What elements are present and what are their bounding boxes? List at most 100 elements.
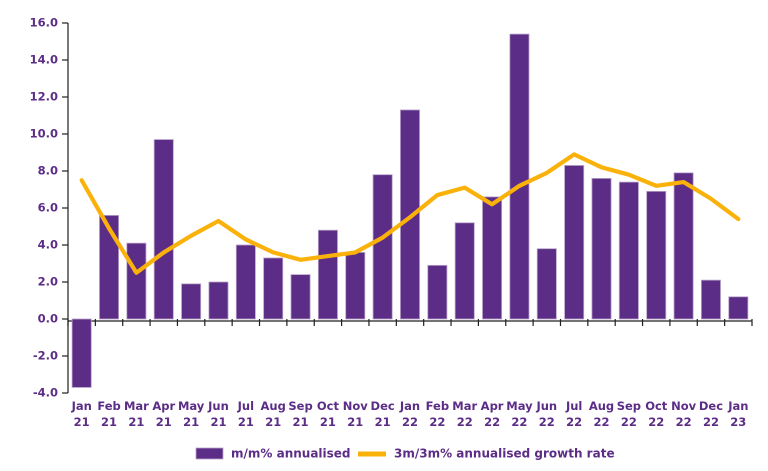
x-tick-month-label: Nov <box>343 399 369 413</box>
bar-apr-21[interactable] <box>153 139 174 320</box>
x-tick-year-label: 22 <box>457 415 473 429</box>
bar-jun-22[interactable] <box>536 248 557 320</box>
x-tick-label-group: Oct 21 <box>317 399 340 429</box>
x-tick-month-label: Apr <box>152 399 175 413</box>
y-tick-label: 6.0 <box>38 201 58 215</box>
x-tick-month-label: Nov <box>671 399 697 413</box>
bar-mar-22[interactable] <box>454 222 475 320</box>
x-tick-month-label: Jan <box>399 399 420 413</box>
bar-apr-22[interactable] <box>482 196 503 320</box>
x-tick-month-label: May <box>178 399 205 413</box>
bar-feb-21[interactable] <box>99 214 120 320</box>
x-tick-label-group: Dec 21 <box>371 399 395 429</box>
x-tick-month-label: Jun <box>535 399 557 413</box>
x-tick-year-label: 21 <box>210 415 226 429</box>
x-tick-label-group: Oct 22 <box>645 399 668 429</box>
y-tick-label: 2.0 <box>38 275 58 289</box>
x-tick-month-label: Mar <box>452 399 477 413</box>
bar-dec-21[interactable] <box>372 174 393 320</box>
y-tick-label: -2.0 <box>33 349 58 363</box>
x-tick-month-label: Feb <box>97 399 120 413</box>
x-tick-year-label: 22 <box>594 415 610 429</box>
bar-aug-22[interactable] <box>591 177 612 320</box>
bar-jan-21[interactable] <box>71 318 92 388</box>
x-tick-label-group: Jun 21 <box>207 399 229 429</box>
x-tick-month-label: Jun <box>207 399 229 413</box>
y-tick-label: 12.0 <box>30 90 58 104</box>
x-tick-month-label: Dec <box>371 399 395 413</box>
x-tick-label-group: Jun 22 <box>535 399 557 429</box>
bar-jan-23[interactable] <box>728 296 749 320</box>
x-tick-year-label: 21 <box>156 415 172 429</box>
x-tick-month-label: Apr <box>481 399 504 413</box>
x-tick-year-label: 22 <box>703 415 719 429</box>
bar-oct-21[interactable] <box>317 229 338 320</box>
x-tick-label-group: Aug 21 <box>261 399 286 429</box>
bar-dec-22[interactable] <box>700 279 721 320</box>
x-axis-tick-marks <box>67 319 753 326</box>
x-tick-year-label: 21 <box>347 415 363 429</box>
bar-may-21[interactable] <box>181 283 202 320</box>
bar-jun-21[interactable] <box>208 281 229 320</box>
x-tick-label-group: Nov 22 <box>671 399 697 429</box>
x-tick-label-group: Mar 22 <box>452 399 477 429</box>
x-tick-label-group: Nov 21 <box>343 399 369 429</box>
x-tick-month-label: Mar <box>124 399 149 413</box>
bar-sep-21[interactable] <box>290 274 311 320</box>
x-tick-label-group: Feb 22 <box>426 399 449 429</box>
x-tick-year-label: 22 <box>566 415 582 429</box>
line-series-3m-3m-annualised-growth-rate <box>79 152 741 275</box>
x-tick-month-label: Oct <box>317 399 340 413</box>
x-tick-month-label: Dec <box>699 399 723 413</box>
x-tick-month-label: Jul <box>237 399 254 413</box>
y-tick-label: 16.0 <box>30 16 58 30</box>
x-tick-month-label: Jan <box>727 399 748 413</box>
x-tick-month-label: Jul <box>565 399 582 413</box>
bar-nov-22[interactable] <box>673 172 694 320</box>
x-tick-label-group: Jan 23 <box>727 399 748 429</box>
x-tick-year-label: 21 <box>183 415 199 429</box>
x-tick-year-label: 22 <box>621 415 637 429</box>
bar-oct-22[interactable] <box>646 190 667 320</box>
legend-label-3m-3m-annualised-growth-rate: 3m/3m% annualised growth rate <box>394 447 615 461</box>
bar-mar-21[interactable] <box>126 242 147 320</box>
x-tick-label-group: Feb 21 <box>97 399 120 429</box>
bar-jul-22[interactable] <box>564 165 585 320</box>
bar-aug-21[interactable] <box>263 257 284 320</box>
bar-series-m-m-annualised <box>71 33 749 388</box>
bar-may-22[interactable] <box>509 33 530 320</box>
x-tick-month-label: Sep <box>288 399 312 413</box>
x-tick-label-group: May 21 <box>178 399 205 429</box>
y-tick-label: 14.0 <box>30 53 58 67</box>
bar-jan-22[interactable] <box>400 109 420 320</box>
x-tick-label-group: Jul 22 <box>565 399 582 429</box>
x-tick-label-group: Sep 22 <box>617 399 641 429</box>
x-tick-label-group: Apr 22 <box>481 399 504 429</box>
x-tick-year-label: 22 <box>539 415 555 429</box>
x-tick-year-label: 22 <box>429 415 445 429</box>
x-tick-year-label: 23 <box>730 415 746 429</box>
x-tick-label-group: Mar 21 <box>124 399 149 429</box>
x-tick-year-label: 21 <box>74 415 90 429</box>
bar-jul-21[interactable] <box>235 244 256 320</box>
legend-swatch-bar-icon <box>195 447 224 460</box>
x-tick-year-label: 22 <box>402 415 418 429</box>
x-tick-month-label: Aug <box>589 399 614 413</box>
y-axis-tick-marks <box>62 22 68 394</box>
y-tick-label: 10.0 <box>30 127 58 141</box>
x-tick-label-group: Jul 21 <box>237 399 254 429</box>
bar-nov-21[interactable] <box>345 251 366 320</box>
x-tick-label-group: Sep 21 <box>288 399 312 429</box>
y-tick-label: 0.0 <box>38 312 58 326</box>
bar-sep-22[interactable] <box>618 181 639 320</box>
x-tick-month-label: Jan <box>71 399 92 413</box>
x-tick-month-label: Feb <box>426 399 449 413</box>
x-tick-month-label: Sep <box>617 399 641 413</box>
x-tick-year-label: 21 <box>128 415 144 429</box>
x-tick-label-group: May 22 <box>506 399 533 429</box>
x-tick-label-group: Jan 21 <box>71 399 92 429</box>
bar-feb-22[interactable] <box>427 264 448 320</box>
x-tick-label-group: Jan 22 <box>399 399 420 429</box>
